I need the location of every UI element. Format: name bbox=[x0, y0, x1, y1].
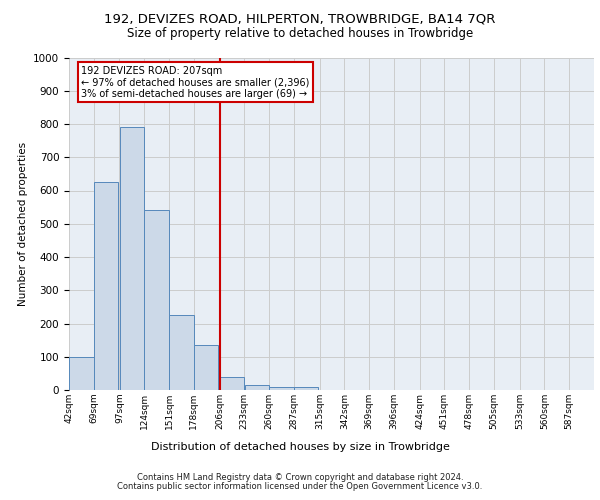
Text: Size of property relative to detached houses in Trowbridge: Size of property relative to detached ho… bbox=[127, 28, 473, 40]
Text: Contains public sector information licensed under the Open Government Licence v3: Contains public sector information licen… bbox=[118, 482, 482, 491]
Bar bbox=[69, 357, 94, 390]
Bar bbox=[169, 315, 194, 390]
Text: Contains HM Land Registry data © Crown copyright and database right 2024.: Contains HM Land Registry data © Crown c… bbox=[137, 474, 463, 482]
Bar bbox=[194, 345, 218, 390]
Bar bbox=[145, 210, 169, 390]
Y-axis label: Number of detached properties: Number of detached properties bbox=[17, 142, 28, 306]
Bar bbox=[120, 128, 144, 390]
Bar bbox=[245, 385, 269, 390]
Text: 192, DEVIZES ROAD, HILPERTON, TROWBRIDGE, BA14 7QR: 192, DEVIZES ROAD, HILPERTON, TROWBRIDGE… bbox=[104, 12, 496, 26]
Bar bbox=[220, 376, 244, 390]
Text: Distribution of detached houses by size in Trowbridge: Distribution of detached houses by size … bbox=[151, 442, 449, 452]
Bar bbox=[269, 386, 293, 390]
Bar bbox=[94, 182, 118, 390]
Text: 192 DEVIZES ROAD: 207sqm
← 97% of detached houses are smaller (2,396)
3% of semi: 192 DEVIZES ROAD: 207sqm ← 97% of detach… bbox=[81, 66, 310, 99]
Bar bbox=[294, 386, 319, 390]
